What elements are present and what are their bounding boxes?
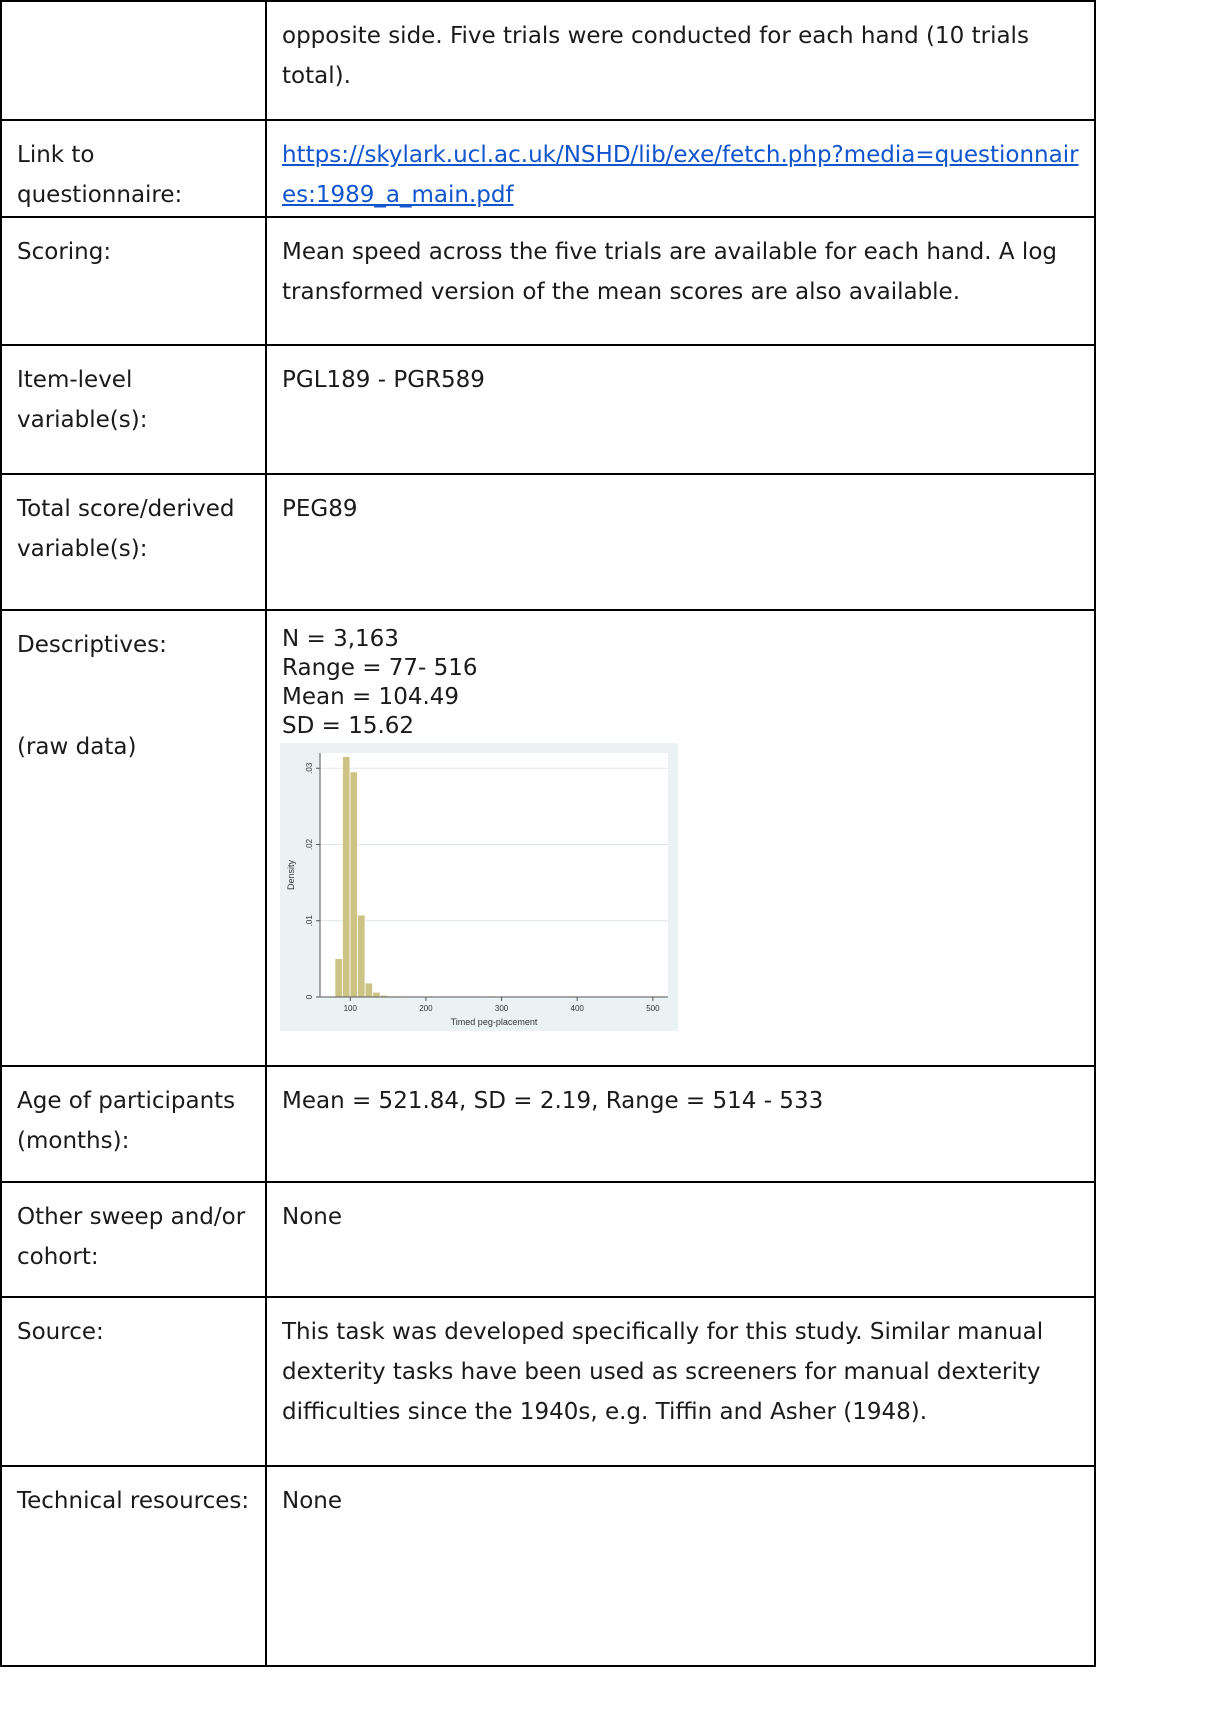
row-value: This task was developed specifically for… [265, 1296, 1096, 1467]
axes [316, 753, 668, 1001]
table-row: Source: This task was developed specific… [0, 1296, 1096, 1467]
raw-data-label: (raw data) [17, 734, 137, 760]
plot-area [320, 753, 668, 997]
histogram-bar [365, 983, 373, 998]
histogram-chart: 100 200 300 400 500 0 .01 .02 .03 Timed peg-pla… [280, 743, 678, 1031]
histogram-svg: 100 200 300 400 500 0 .01 .02 .03 Timed peg-pla… [286, 753, 668, 1027]
y-tick-labels: 0 .01 .02 .03 [305, 762, 314, 999]
histogram-bar [334, 958, 343, 998]
grid-lines [320, 767, 668, 922]
y-tick-label: .01 [305, 915, 314, 927]
row-label: Technical resources: [0, 1465, 267, 1667]
histogram-bar [372, 992, 381, 998]
y-tick-label: 0 [305, 994, 314, 999]
row-label: Item-level variable(s): [0, 344, 267, 475]
row-value: N = 3,163 Range = 77- 516 Mean = 104.49 … [265, 609, 1096, 1067]
table-row: Age of participants (months): Mean = 521… [0, 1065, 1096, 1183]
table-row: Scoring: Mean speed across the five tria… [0, 216, 1096, 346]
row-label: Total score/derived variable(s): [0, 473, 267, 611]
row-label: Source: [0, 1296, 267, 1467]
x-tick-label: 400 [571, 1004, 585, 1013]
row-value: https://skylark.ucl.ac.uk/NSHD/lib/exe/f… [265, 119, 1096, 218]
x-tick-label: 300 [495, 1004, 509, 1013]
histogram-bar [350, 771, 358, 998]
histogram-bar [357, 915, 365, 998]
y-tick-label: .02 [305, 838, 314, 850]
histogram-bar [342, 756, 350, 998]
row-value: Mean speed across the five trials are av… [265, 216, 1096, 346]
x-tick-label: 500 [646, 1004, 660, 1013]
stat-n: N = 3,163 [282, 626, 399, 652]
table-row: Item-level variable(s): PGL189 - PGR589 [0, 344, 1096, 475]
questionnaire-link[interactable]: https://skylark.ucl.ac.uk/NSHD/lib/exe/f… [282, 142, 1079, 208]
row-value: Mean = 521.84, SD = 2.19, Range = 514 - … [265, 1065, 1096, 1183]
row-label: Link to questionnaire: [0, 119, 267, 218]
info-table: opposite side. Five trials were conducte… [0, 0, 1096, 1667]
row-label: Age of participants (months): [0, 1065, 267, 1183]
x-tick-label: 100 [344, 1004, 358, 1013]
y-axis-label: Density [286, 859, 296, 890]
table-row: opposite side. Five trials were conducte… [0, 0, 1096, 121]
stat-sd: SD = 15.62 [282, 713, 415, 739]
row-label: Other sweep and/or cohort: [0, 1181, 267, 1298]
row-value: PEG89 [265, 473, 1096, 611]
x-tick-label: 200 [419, 1004, 433, 1013]
table-row: Total score/derived variable(s): PEG89 [0, 473, 1096, 611]
table-row: Other sweep and/or cohort: None [0, 1181, 1096, 1298]
x-axis-label: Timed peg-placement [451, 1017, 538, 1027]
table-row: Link to questionnaire: https://skylark.u… [0, 119, 1096, 218]
stat-range: Range = 77- 516 [282, 655, 478, 681]
stat-mean: Mean = 104.49 [282, 684, 460, 710]
row-value: None [265, 1181, 1096, 1298]
row-value: opposite side. Five trials were conducte… [265, 0, 1096, 121]
descriptives-label: Descriptives: [17, 632, 167, 658]
row-label [0, 0, 267, 121]
row-label: Scoring: [0, 216, 267, 346]
row-value: PGL189 - PGR589 [265, 344, 1096, 475]
x-tick-labels: 100 200 300 400 500 [344, 1004, 661, 1013]
row-label: Descriptives: (raw data) [0, 609, 267, 1067]
table-row: Technical resources: None [0, 1465, 1096, 1667]
table-row: Descriptives: (raw data) N = 3,163 Range… [0, 609, 1096, 1067]
y-tick-label: .03 [305, 762, 314, 774]
row-value: None [265, 1465, 1096, 1667]
